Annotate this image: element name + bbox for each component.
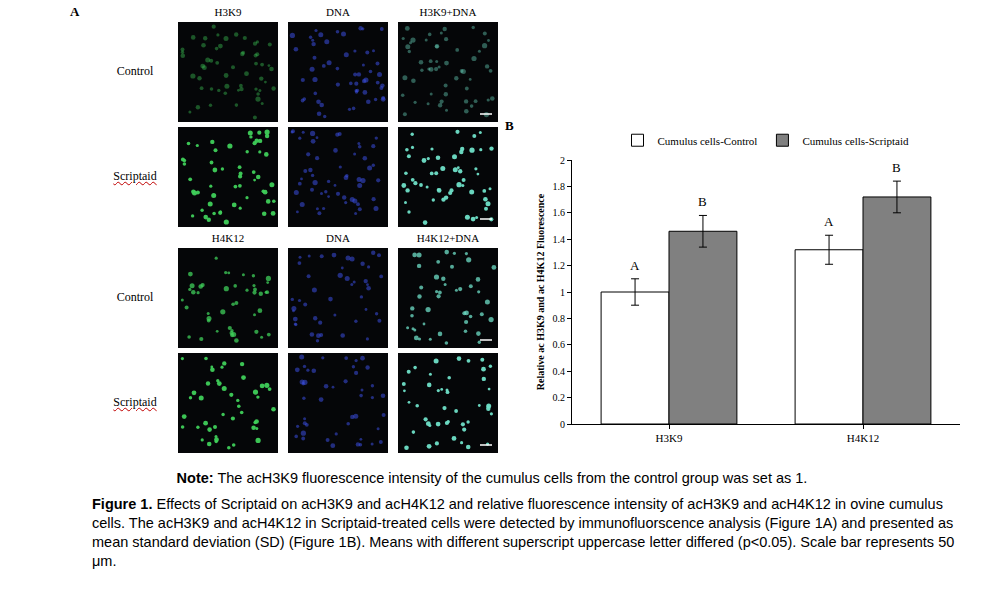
svg-text:1.6: 1.6 bbox=[553, 207, 566, 218]
html-text:Figure 1. Effects of Scriptaid: Figure 1. Effects of Scriptaid on acH3K9… bbox=[92, 496, 955, 569]
html-text:B: B bbox=[505, 118, 514, 133]
svg-text:B: B bbox=[892, 160, 901, 175]
svg-text:B: B bbox=[698, 194, 707, 209]
html-text:Scriptaid: Scriptaid bbox=[113, 169, 157, 183]
html-text:Control: Control bbox=[116, 64, 154, 78]
svg-text:0.4: 0.4 bbox=[553, 366, 566, 377]
html-text:H3K9+DNA: H3K9+DNA bbox=[419, 6, 477, 18]
svg-text:H4K12: H4K12 bbox=[847, 432, 879, 444]
html-text:Control: Control bbox=[116, 290, 154, 304]
svg-text:1: 1 bbox=[560, 287, 565, 298]
html-text:DNA: DNA bbox=[326, 6, 350, 18]
svg-text:Cumulus cells-Control: Cumulus cells-Control bbox=[658, 135, 758, 147]
svg-text:1.4: 1.4 bbox=[553, 234, 566, 245]
html-text:Note: The acH3K9 fluorescence: Note: The acH3K9 fluorescence intensity … bbox=[176, 470, 808, 486]
svg-text:0.8: 0.8 bbox=[553, 313, 566, 324]
svg-text:1.8: 1.8 bbox=[553, 181, 566, 192]
svg-text:0.6: 0.6 bbox=[553, 339, 566, 350]
svg-text:A: A bbox=[630, 258, 640, 273]
html-text:Scriptaid: Scriptaid bbox=[113, 395, 157, 409]
html-text:H4K12+DNA: H4K12+DNA bbox=[416, 232, 480, 244]
svg-text:H3K9: H3K9 bbox=[656, 432, 683, 444]
html-text:H3K9: H3K9 bbox=[214, 6, 242, 18]
svg-text:0.2: 0.2 bbox=[553, 392, 566, 403]
html-text:A: A bbox=[70, 4, 80, 19]
svg-text:Relative ac H3K9 and ac H4K12: Relative ac H3K9 and ac H4K12 Fluorescen… bbox=[535, 193, 546, 390]
html-text:H4K12: H4K12 bbox=[211, 232, 245, 244]
svg-text:A: A bbox=[824, 214, 834, 229]
svg-text:Cumulus cells-Scriptaid: Cumulus cells-Scriptaid bbox=[802, 135, 909, 147]
html-text:DNA: DNA bbox=[326, 232, 350, 244]
svg-text:0: 0 bbox=[560, 419, 565, 430]
svg-text:1.2: 1.2 bbox=[553, 260, 566, 271]
svg-text:2: 2 bbox=[560, 155, 565, 166]
